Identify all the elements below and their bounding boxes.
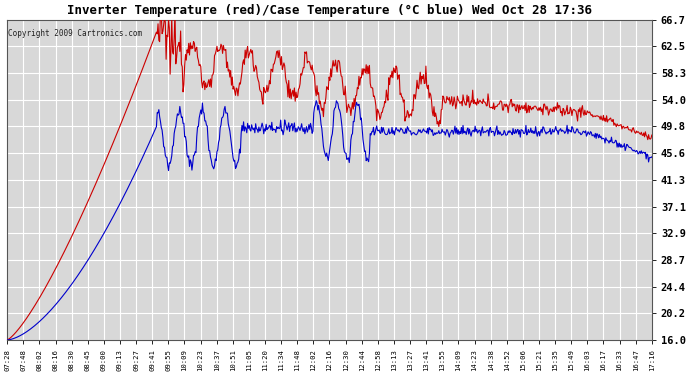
Text: Copyright 2009 Cartronics.com: Copyright 2009 Cartronics.com <box>8 29 143 38</box>
Title: Inverter Temperature (red)/Case Temperature (°C blue) Wed Oct 28 17:36: Inverter Temperature (red)/Case Temperat… <box>67 4 592 17</box>
